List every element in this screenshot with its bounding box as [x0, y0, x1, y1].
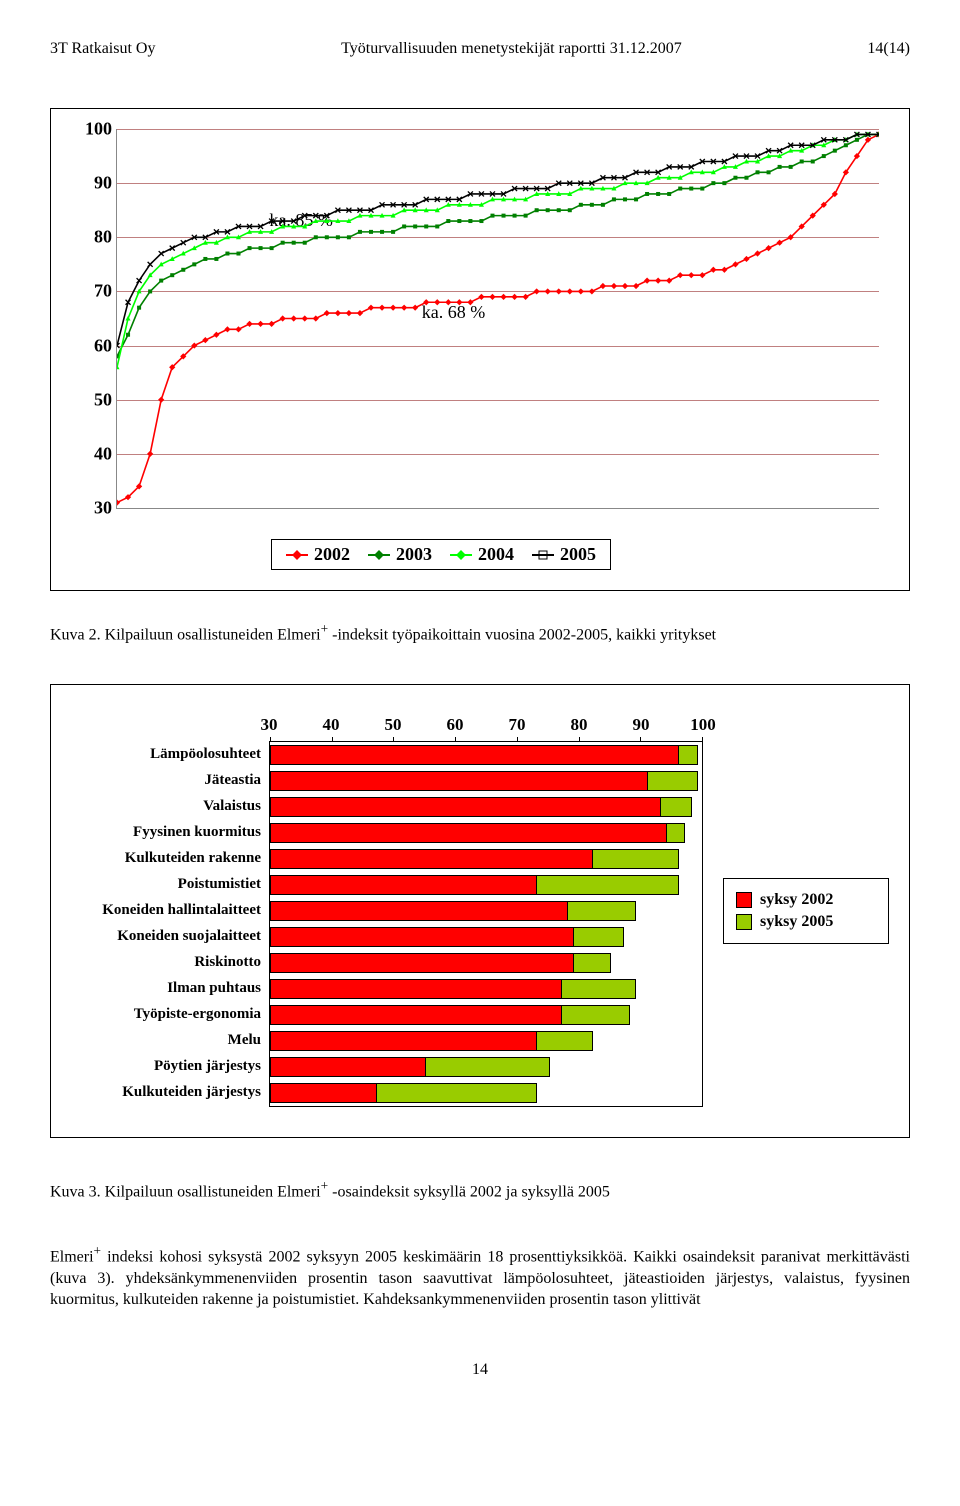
caption-2-a: Kuva 2. Kilpailuun osallistuneiden Elmer… [50, 626, 321, 643]
xaxis-tick-label: 30 [261, 715, 278, 735]
caption-3-b: -osaindeksit syksyllä 2002 ja syksyllä 2… [328, 1184, 610, 1201]
bar-chart-legend: syksy 2002 syksy 2005 [723, 878, 889, 944]
xaxis-tick-label: 90 [633, 715, 650, 735]
bar-category-label: Poistumistiet [71, 871, 261, 897]
bar-row [270, 742, 702, 768]
bar-chart-ylabels: LämpöolosuhteetJäteastiaValaistusFyysine… [71, 715, 269, 1107]
xaxis-tick-label: 60 [447, 715, 464, 735]
header-title: Työturvallisuuden menetystekijät raportt… [341, 40, 682, 58]
bar-row [270, 1002, 702, 1028]
bar-category-label: Riskinotto [71, 949, 261, 975]
yaxis-tick-label: 50 [77, 389, 112, 410]
legend-item: syksy 2002 [736, 891, 876, 909]
line-chart-container: 30405060708090100ka. 85 %ka. 68 % 200220… [50, 108, 910, 591]
bar-row [270, 794, 702, 820]
page-header: 3T Ratkaisut Oy Työturvallisuuden menety… [50, 40, 910, 58]
bar-category-label: Koneiden hallintalaitteet [71, 897, 261, 923]
legend-item: 2003 [368, 544, 432, 565]
yaxis-tick-label: 70 [77, 281, 112, 302]
bar-row [270, 872, 702, 898]
bar-category-label: Kulkuteiden rakenne [71, 845, 261, 871]
caption-3-a: Kuva 3. Kilpailuun osallistuneiden Elmer… [50, 1184, 321, 1201]
header-company: 3T Ratkaisut Oy [50, 40, 155, 58]
bar-chart-container: LämpöolosuhteetJäteastiaValaistusFyysine… [50, 684, 910, 1138]
bar-row [270, 820, 702, 846]
bar-category-label: Valaistus [71, 793, 261, 819]
bar-category-label: Pöytien järjestys [71, 1053, 261, 1079]
caption-figure-3: Kuva 3. Kilpailuun osallistuneiden Elmer… [50, 1178, 910, 1201]
bar-row [270, 1028, 702, 1054]
bar-category-label: Melu [71, 1027, 261, 1053]
bar-category-label: Kulkuteiden järjestys [71, 1079, 261, 1105]
page-number: 14 [50, 1361, 910, 1379]
bar-category-label: Ilman puhtaus [71, 975, 261, 1001]
legend-item: 2002 [286, 544, 350, 565]
caption-2-b: -indeksit työpaikoittain vuosina 2002-20… [328, 626, 716, 643]
bar-row [270, 976, 702, 1002]
bar-row [270, 950, 702, 976]
body-paragraph: Elmeri+ indeksi kohosi syksystä 2002 syk… [50, 1242, 910, 1311]
yaxis-tick-label: 60 [77, 335, 112, 356]
legend-item: syksy 2005 [736, 913, 876, 931]
bar-row [270, 1080, 702, 1106]
body-b: indeksi kohosi syksystä 2002 syksyyn 200… [50, 1248, 910, 1308]
yaxis-tick-label: 90 [77, 173, 112, 194]
bar-category-label: Työpiste-ergonomia [71, 1001, 261, 1027]
bar-row [270, 846, 702, 872]
yaxis-tick-label: 100 [77, 119, 112, 140]
xaxis-tick-label: 80 [571, 715, 588, 735]
yaxis-tick-label: 80 [77, 227, 112, 248]
bar-row [270, 898, 702, 924]
caption-figure-2: Kuva 2. Kilpailuun osallistuneiden Elmer… [50, 621, 910, 644]
bar-row [270, 924, 702, 950]
line-chart-legend: 2002 2003 2004 2005 [271, 539, 611, 570]
xaxis-tick-label: 50 [385, 715, 402, 735]
line-chart: 30405060708090100ka. 85 %ka. 68 % [116, 129, 879, 509]
bar-category-label: Koneiden suojalaitteet [71, 923, 261, 949]
yaxis-tick-label: 40 [77, 443, 112, 464]
bar-category-label: Lämpöolosuhteet [71, 741, 261, 767]
xaxis-tick-label: 100 [690, 715, 716, 735]
bar-chart-plot: 30405060708090100 [269, 715, 703, 1107]
bar-category-label: Jäteastia [71, 767, 261, 793]
legend-item: 2004 [450, 544, 514, 565]
header-pageinfo: 14(14) [867, 40, 910, 58]
bar-category-label: Fyysinen kuormitus [71, 819, 261, 845]
legend-item: 2005 [532, 544, 596, 565]
xaxis-tick-label: 40 [323, 715, 340, 735]
bar-row [270, 1054, 702, 1080]
body-a: Elmeri [50, 1248, 94, 1265]
yaxis-tick-label: 30 [77, 498, 112, 519]
xaxis-tick-label: 70 [509, 715, 526, 735]
bar-row [270, 768, 702, 794]
